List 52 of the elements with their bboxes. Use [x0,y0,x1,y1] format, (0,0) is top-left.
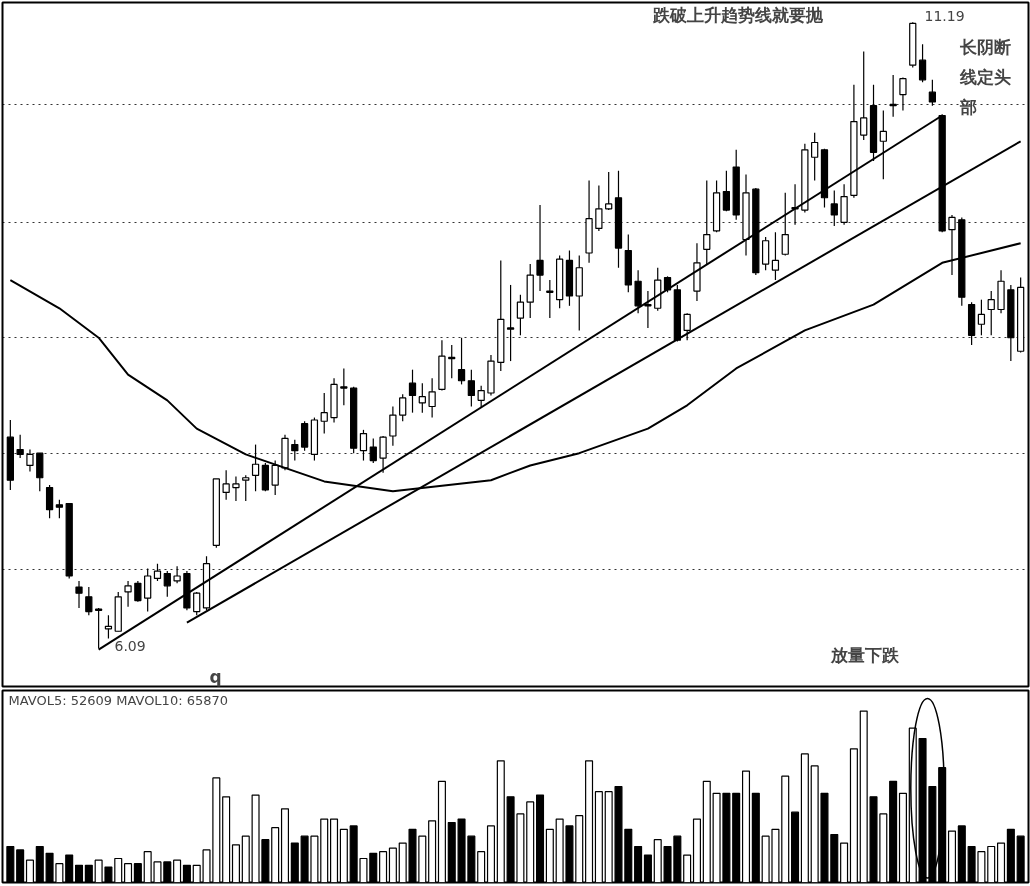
candlestick [399,393,407,422]
candlestick [291,439,299,462]
candlestick [242,474,250,502]
annotation: 长阴断线定头部 [958,36,1011,117]
candlestick [595,184,603,232]
candlestick [683,312,691,341]
candlestick [359,429,368,462]
candlestick [977,299,986,336]
candlestick [428,377,436,419]
candlestick [477,385,485,409]
candlestick [918,43,927,83]
candlestick [379,435,387,474]
candlestick [300,420,309,452]
candlestick [193,591,201,616]
candlestick [369,437,377,464]
candlestick [16,434,24,459]
candlestick [703,179,711,265]
candlestick [124,580,132,608]
candlestick [418,382,426,414]
candlestick [546,279,554,319]
candlestick [55,499,64,519]
chart-title: MAVOL5: 52609 MAVOL10: 65870 [8,692,229,708]
candlestick [222,469,230,501]
candlestick [85,586,93,616]
candlestick [75,580,83,609]
annotation: 11.19 [924,7,965,24]
candlestick [389,405,397,447]
annotation: 跌破上升趋势线就要抛 [651,4,824,25]
candlestick [830,189,838,227]
candlestick [134,580,142,603]
candlestick [811,132,819,182]
annotation: 6.09 [114,637,146,654]
candlestick [781,192,789,257]
candlestick [408,369,417,414]
candlestick [45,484,54,519]
candlestick [163,570,171,598]
candlestick [722,170,731,212]
candlestick [605,171,613,211]
candlestick [320,392,328,435]
candlestick [761,236,770,271]
annotation: q [209,666,222,687]
candlestick [506,284,515,362]
candlestick [457,337,466,386]
candlestick [987,290,995,336]
candlestick [467,369,475,408]
candlestick [536,204,544,292]
candlestick [771,231,780,281]
annotation: 放量下跌 [829,644,900,665]
candlestick [232,475,240,502]
candlestick [26,448,34,473]
candlestick [516,294,525,336]
candlestick [340,367,348,406]
